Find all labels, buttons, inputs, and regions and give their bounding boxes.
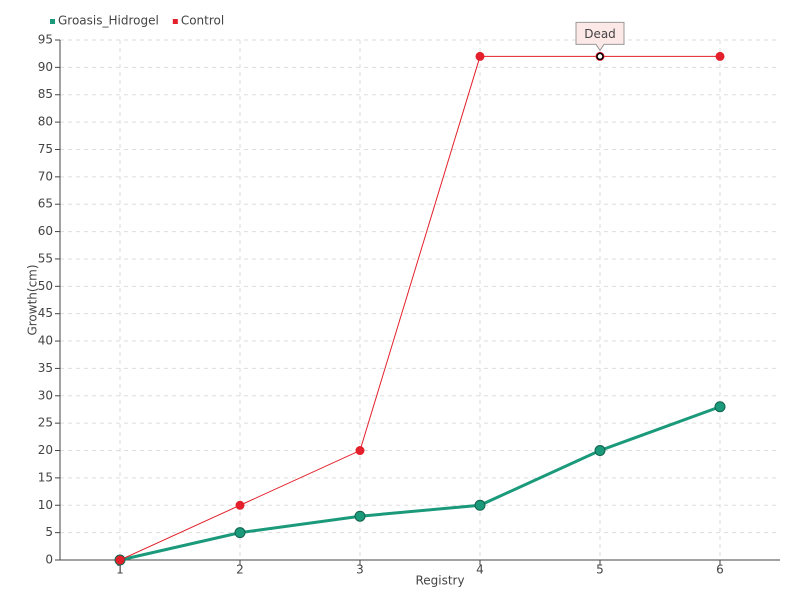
legend-label: Groasis_Hidrogel [58, 14, 159, 28]
data-point [355, 446, 365, 456]
legend-swatch [172, 19, 178, 24]
y-tick-label: 35 [38, 361, 53, 375]
x-tick-label: 4 [476, 563, 484, 577]
series-line [119, 55, 720, 561]
y-tick-label: 20 [38, 443, 53, 457]
y-tick-label: 40 [38, 334, 53, 348]
x-tick-label: 5 [596, 563, 604, 577]
y-tick-label: 60 [38, 224, 53, 238]
data-point [474, 499, 486, 511]
data-point [594, 445, 606, 457]
data-point [715, 51, 725, 61]
y-axis-label: Growth(cm) [26, 264, 40, 335]
y-tick-label: 15 [38, 470, 53, 484]
y-tick-label: 65 [38, 197, 53, 211]
data-point [714, 401, 726, 413]
y-tick-label: 95 [38, 33, 53, 47]
y-tick-label: 10 [38, 498, 53, 512]
y-tick-label: 45 [38, 306, 53, 320]
data-point [475, 51, 485, 61]
y-tick-label: 50 [38, 279, 53, 293]
data-point [234, 527, 246, 539]
y-tick-label: 90 [38, 60, 53, 74]
annotation-box [575, 21, 625, 52]
y-tick-label: 80 [38, 115, 53, 129]
y-tick-label: 25 [38, 416, 53, 430]
annotation-point [596, 52, 604, 61]
legend-swatch [50, 19, 55, 24]
series-line [119, 405, 721, 562]
annotation-text: Dead [584, 27, 616, 41]
x-tick-label: 6 [716, 563, 724, 577]
legend-label: Control [181, 14, 224, 28]
data-point [115, 555, 125, 565]
y-tick-label: 85 [38, 87, 53, 101]
x-tick-label: 3 [356, 563, 364, 577]
data-point [235, 500, 245, 510]
y-tick-label: 75 [38, 142, 53, 156]
x-tick-label: 1 [116, 563, 124, 577]
y-tick-label: 70 [38, 169, 53, 183]
y-tick-label: 55 [38, 251, 53, 265]
x-axis-label: Registry [415, 574, 464, 588]
y-tick-label: 5 [45, 525, 53, 539]
data-point [354, 510, 366, 522]
x-tick-label: 2 [236, 563, 244, 577]
y-tick-label: 30 [38, 388, 53, 402]
y-tick-label: 0 [45, 553, 53, 567]
